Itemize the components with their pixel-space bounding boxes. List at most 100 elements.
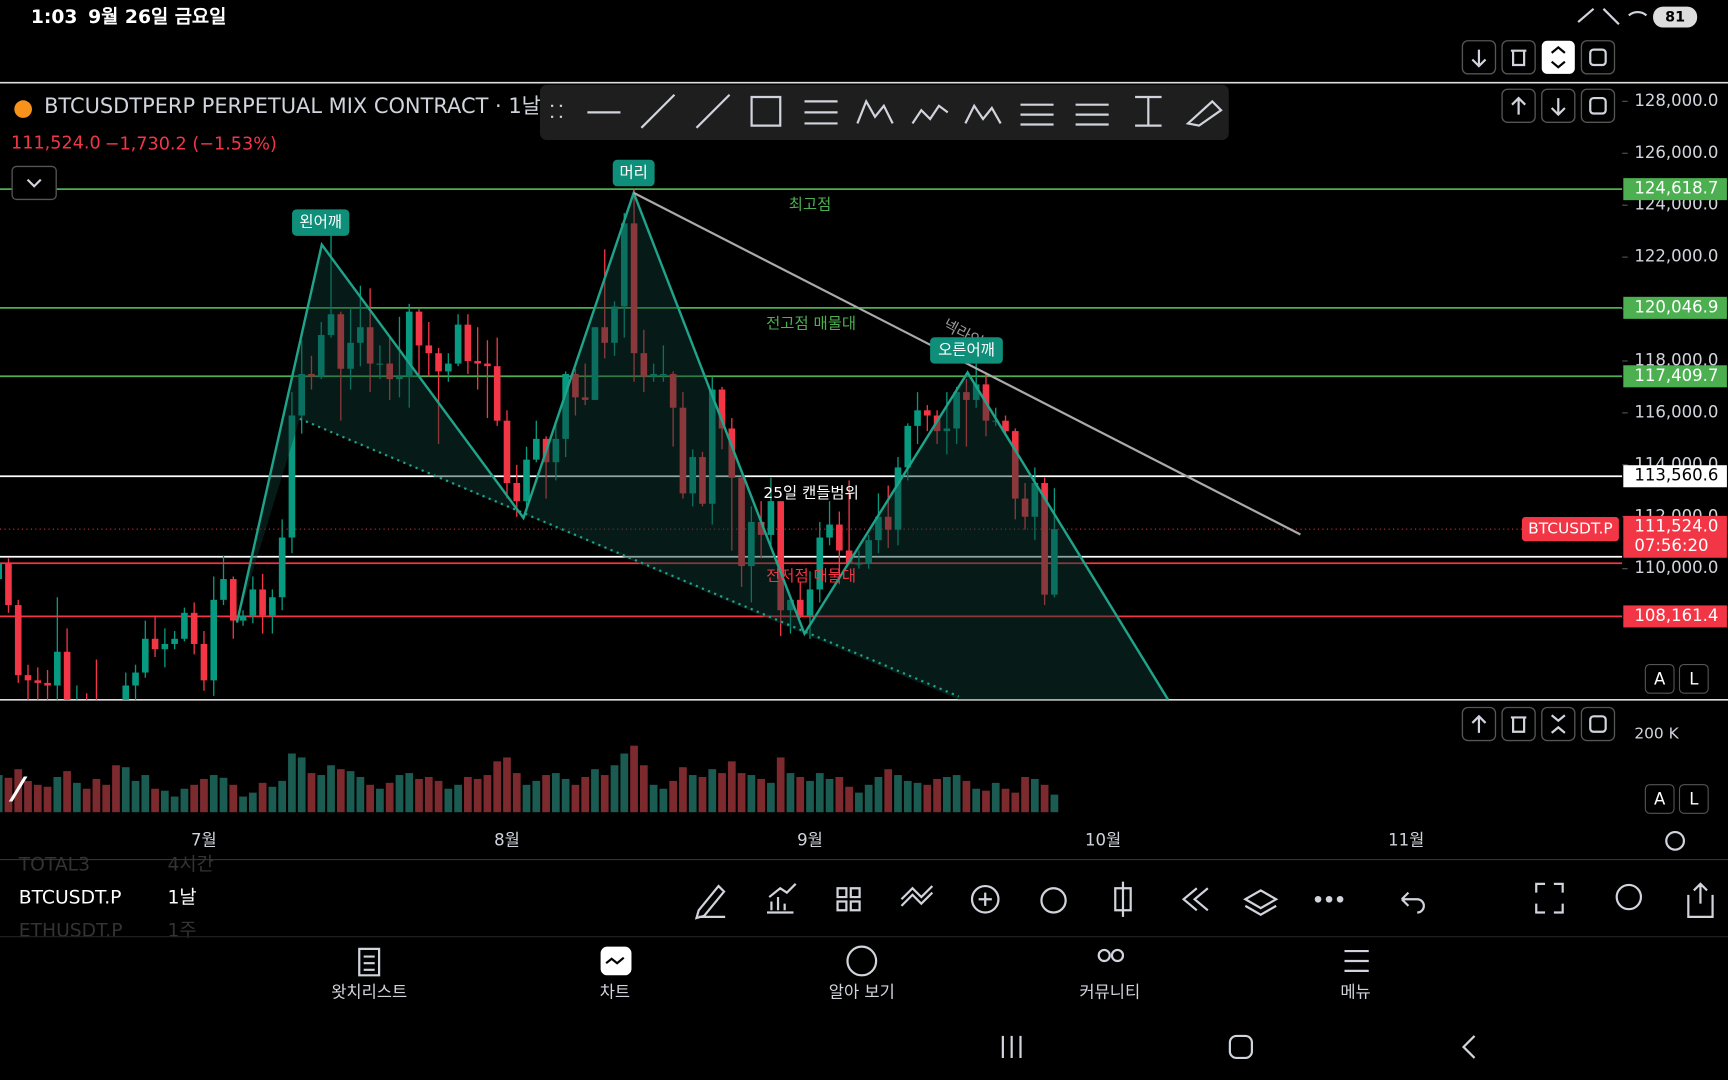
watchlist[interactable]: TOTAL3 4시간 BTCUSDT.P 1날 ETHUSDT.P 1주	[18, 855, 214, 942]
candle-body	[63, 651, 71, 700]
nav-label[interactable]: 차트	[600, 982, 630, 1001]
volume-bar	[258, 782, 267, 813]
candle-body	[884, 516, 892, 530]
settings[interactable]	[1665, 830, 1686, 851]
candle-body	[435, 353, 442, 372]
volume-bar	[346, 771, 355, 813]
candle-body	[298, 373, 306, 416]
candle-body	[611, 306, 618, 343]
volume-bar	[669, 780, 678, 813]
icon	[1550, 714, 1566, 734]
nav-label[interactable]: 커뮤니티	[1079, 982, 1140, 1001]
volume-bar	[552, 773, 560, 813]
volume-bar	[82, 788, 91, 813]
volume-bar	[53, 776, 62, 813]
nav-label[interactable]: 메뉴	[1340, 982, 1370, 1001]
button[interactable]	[1580, 88, 1616, 123]
volume-bar	[630, 745, 638, 813]
bottom-nav[interactable]: 왓치리스트 차트 알아 보기 커뮤니티 메뉴	[331, 945, 1371, 1002]
volume-bar	[649, 784, 658, 813]
drawing-toolbar[interactable]	[540, 84, 1229, 140]
system-nav[interactable]	[1001, 1035, 1476, 1059]
scale-buttons[interactable]: A L A L	[1644, 663, 1709, 814]
tool-icons	[551, 93, 1223, 129]
candle-body	[894, 467, 902, 530]
ticker-tag	[1521, 516, 1619, 542]
button[interactable]	[1541, 40, 1575, 74]
pane-controls[interactable]	[1461, 88, 1686, 851]
collapse-button[interactable]	[11, 165, 57, 201]
watch-symbol[interactable]: BTCUSDT.P	[19, 888, 122, 909]
watch-interval[interactable]: 1주	[168, 921, 197, 942]
candle-body	[748, 521, 755, 567]
scale-button-label: A	[1654, 790, 1666, 809]
level-tag	[1623, 605, 1727, 628]
candle-body	[640, 353, 648, 377]
y-tick-label: 110,000.0	[1634, 558, 1718, 577]
candle-body	[337, 314, 345, 369]
x-tick-label: 8월	[494, 830, 520, 849]
candle-body	[718, 389, 726, 429]
volume-bar	[591, 769, 599, 813]
volume-bar	[1040, 784, 1049, 813]
top-controls[interactable]	[1461, 40, 1616, 75]
scale-button[interactable]	[1644, 784, 1675, 814]
candle-body	[699, 457, 706, 504]
volume-bar	[356, 776, 365, 813]
nav-label[interactable]: 알아 보기	[829, 982, 895, 1001]
label: 전고점 매물대	[766, 315, 856, 333]
candle-body	[1051, 529, 1058, 595]
candle-body	[660, 373, 667, 376]
label: 25일 캔들범위	[763, 484, 858, 502]
candle-body	[210, 599, 218, 681]
volume-bar	[180, 788, 189, 813]
volume-bar	[698, 776, 707, 813]
watch-symbol[interactable]: ETHUSDT.P	[19, 921, 123, 942]
ticker-tag-label: BTCUSDT.P	[1528, 520, 1613, 538]
candle-body	[229, 579, 237, 621]
button[interactable]	[1541, 706, 1576, 742]
status-icons	[1577, 7, 1648, 26]
volume-bar	[1050, 794, 1059, 813]
scale-button[interactable]	[1678, 663, 1709, 694]
scale-button[interactable]	[1644, 663, 1675, 694]
volume-bar	[737, 773, 746, 813]
candle-body	[93, 709, 100, 743]
watch-interval[interactable]: 4시간	[168, 855, 214, 876]
volume-bar	[493, 761, 502, 813]
system-home[interactable]	[1228, 1034, 1254, 1060]
candle-body	[151, 638, 159, 650]
candle-body	[943, 428, 951, 432]
volume-bar	[1021, 776, 1029, 813]
x-tick-label: 11월	[1388, 830, 1424, 849]
scale-button[interactable]	[1678, 784, 1709, 814]
candle-body	[357, 327, 364, 343]
volume-bar	[385, 782, 394, 813]
candle-body	[445, 363, 452, 372]
bottom-toolbar[interactable]	[694, 881, 1714, 920]
nav-icon	[1097, 948, 1111, 963]
candle-body	[44, 682, 51, 686]
nav-icon	[846, 945, 878, 977]
volume-bar	[483, 775, 492, 813]
volume-bar	[63, 771, 71, 813]
candle-body	[845, 550, 853, 564]
candle-body	[132, 672, 139, 686]
candle-body	[278, 537, 286, 598]
volume-bar	[532, 780, 541, 813]
volume-bar	[200, 778, 208, 813]
volume-bar	[688, 775, 697, 813]
watch-interval[interactable]: 1날	[168, 888, 197, 909]
nav-label[interactable]: 왓치리스트	[331, 982, 407, 1001]
button[interactable]	[1501, 40, 1536, 75]
volume-bar	[24, 780, 32, 813]
volume-bar	[112, 765, 120, 813]
y-tick-label: 116,000.0	[1634, 402, 1718, 421]
watch-symbol[interactable]: TOTAL3	[18, 855, 90, 876]
button[interactable]	[1580, 706, 1616, 742]
label: 오른어깨	[938, 341, 995, 359]
button[interactable]	[1501, 706, 1536, 742]
button[interactable]	[1580, 40, 1616, 75]
coin-icon	[14, 100, 32, 118]
icon	[1336, 895, 1344, 903]
